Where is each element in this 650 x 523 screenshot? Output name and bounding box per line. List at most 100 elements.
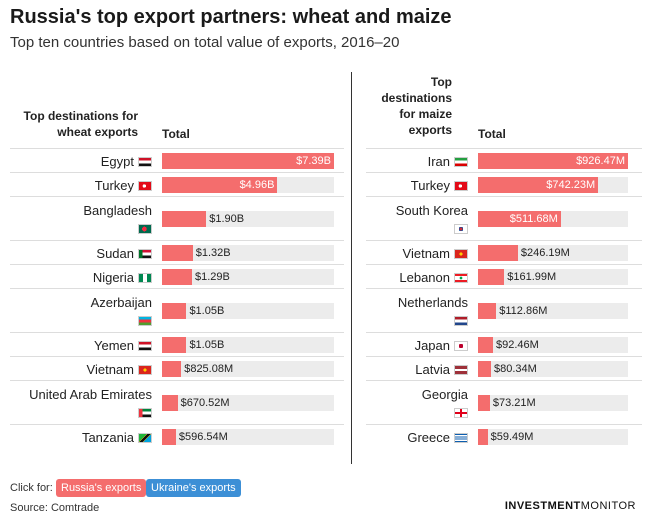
- yemen-flag-icon: [138, 341, 152, 352]
- wheat-bar-track: $1.05B: [162, 337, 334, 353]
- maize-bar-track: $511.68M: [478, 211, 628, 227]
- maize-row: South Korea $511.68M: [366, 196, 642, 241]
- wheat-value-label: $1.05B: [189, 339, 225, 351]
- wheat-value-label: $1.05B: [189, 305, 225, 317]
- chart-subtitle: Top ten countries based on total value o…: [10, 34, 400, 51]
- latvia-flag-icon: [454, 365, 468, 376]
- wheat-country-label: Turkey: [10, 177, 152, 194]
- azerbaijan-flag-icon: [138, 315, 152, 326]
- wheat-value-label: $825.08M: [184, 363, 234, 375]
- maize-bar: [478, 361, 491, 377]
- wheat-country-name: Sudan: [96, 245, 134, 261]
- wheat-country-label: Bangladesh: [10, 202, 152, 236]
- wheat-bar-track: $670.52M: [162, 395, 334, 411]
- maize-bar: [478, 269, 505, 285]
- maize-country-name: Japan: [414, 337, 450, 353]
- uae-flag-icon: [138, 407, 152, 418]
- maize-bar: [478, 303, 497, 319]
- wheat-country-label: Vietnam: [10, 361, 152, 378]
- maize-row: Greece $59.49M: [366, 424, 642, 449]
- maize-country-label: Turkey: [366, 177, 468, 194]
- brand-bold: INVESTMENT: [504, 500, 581, 512]
- maize-value-label: $59.49M: [490, 431, 534, 443]
- maize-bar-track: $926.47M: [478, 153, 628, 169]
- maize-country-name: Netherlands: [397, 295, 468, 310]
- maize-country-name: Lebanon: [399, 269, 450, 285]
- russia-exports-button[interactable]: Russia's exports: [56, 479, 147, 497]
- wheat-bar: [162, 361, 182, 377]
- maize-bar-track: $246.19M: [478, 245, 628, 261]
- wheat-country-label: Egypt: [10, 153, 152, 170]
- wheat-bar-track: $1.05B: [162, 303, 334, 319]
- maize-value-label: $112.86M: [499, 305, 548, 317]
- wheat-row: Yemen $1.05B: [10, 332, 344, 357]
- wheat-dest-header: Top destinations for wheat exports: [23, 109, 138, 139]
- maize-country-name: Georgia: [421, 387, 468, 402]
- maize-value-label: $73.21M: [492, 397, 536, 409]
- wheat-row: Turkey $4.96B: [10, 172, 344, 197]
- wheat-bar: [162, 211, 207, 227]
- maize-value-label: $161.99M: [507, 271, 557, 283]
- source-note: Source: Comtrade: [10, 502, 100, 514]
- wheat-country-name: Azerbaijan: [90, 295, 152, 310]
- egypt-flag-icon: [138, 157, 152, 168]
- wheat-bar-track: $7.39B: [162, 153, 334, 169]
- wheat-row: Azerbaijan $1.05B: [10, 288, 344, 333]
- maize-value-label: $742.23M: [546, 179, 596, 191]
- wheat-bar: [162, 177, 278, 193]
- wheat-bar: [162, 269, 193, 285]
- japan-flag-icon: [454, 341, 468, 352]
- maize-country-name: Vietnam: [402, 245, 450, 261]
- maize-row: Iran $926.47M: [366, 148, 642, 173]
- wheat-country-label: Tanzania: [10, 429, 152, 446]
- wheat-country-name: Nigeria: [92, 269, 134, 285]
- greece-flag-icon: [454, 433, 468, 444]
- wheat-bar: [162, 429, 176, 445]
- wheat-row: Sudan $1.32B: [10, 240, 344, 265]
- wheat-bar: [162, 245, 193, 261]
- maize-bar-track: $80.34M: [478, 361, 628, 377]
- wheat-panel: Top destinations for wheat exports Total…: [10, 70, 344, 464]
- maize-bar: [478, 395, 490, 411]
- maize-row: Turkey $742.23M: [366, 172, 642, 197]
- maize-row: Latvia $80.34M: [366, 356, 642, 381]
- ukraine-exports-button[interactable]: Ukraine's exports: [146, 479, 241, 497]
- wheat-country-name: United Arab Emirates: [29, 387, 152, 402]
- wheat-country-name: Vietnam: [86, 361, 134, 377]
- wheat-bar: [162, 337, 187, 353]
- wheat-country-label: Yemen: [10, 337, 152, 354]
- maize-country-label: Lebanon: [366, 269, 468, 286]
- maize-row: Netherlands $112.86M: [366, 288, 642, 333]
- wheat-bar: [162, 303, 187, 319]
- maize-row: Japan $92.46M: [366, 332, 642, 357]
- wheat-country-name: Tanzania: [81, 429, 134, 445]
- maize-country-name: Iran: [427, 153, 450, 169]
- wheat-bar-track: $1.29B: [162, 269, 334, 285]
- panel-divider: [351, 72, 352, 464]
- wheat-value-label: $7.39B: [296, 155, 331, 167]
- maize-bar: [478, 211, 561, 227]
- vietnam-flag-icon: [138, 365, 152, 376]
- maize-bar-track: $112.86M: [478, 303, 628, 319]
- turkey-flag-icon: [454, 181, 468, 192]
- maize-value-label: $246.19M: [520, 247, 570, 259]
- maize-value-label: $80.34M: [494, 363, 537, 375]
- wheat-value-label: $1.29B: [195, 271, 230, 283]
- maize-row: Vietnam $246.19M: [366, 240, 642, 265]
- wheat-bar-track: $1.32B: [162, 245, 334, 261]
- maize-bar: [478, 429, 488, 445]
- maize-country-name: Latvia: [415, 361, 450, 377]
- wheat-country-name: Yemen: [94, 337, 134, 353]
- maize-country-label: Vietnam: [366, 245, 468, 262]
- wheat-value-label: $1.90B: [209, 213, 245, 225]
- wheat-bar: [162, 153, 334, 169]
- maize-country-name: Greece: [407, 429, 450, 445]
- chart-title: Russia's top export partners: wheat and …: [10, 6, 452, 28]
- wheat-value-label: $670.52M: [180, 397, 230, 409]
- bangladesh-flag-icon: [138, 223, 152, 234]
- wheat-bar-track: $596.54M: [162, 429, 334, 445]
- wheat-row: Tanzania $596.54M: [10, 424, 344, 449]
- wheat-bar-track: $4.96B: [162, 177, 334, 193]
- wheat-row: Bangladesh $1.90B: [10, 196, 344, 241]
- brand-logo: INVESTMENTMONITOR: [505, 500, 636, 512]
